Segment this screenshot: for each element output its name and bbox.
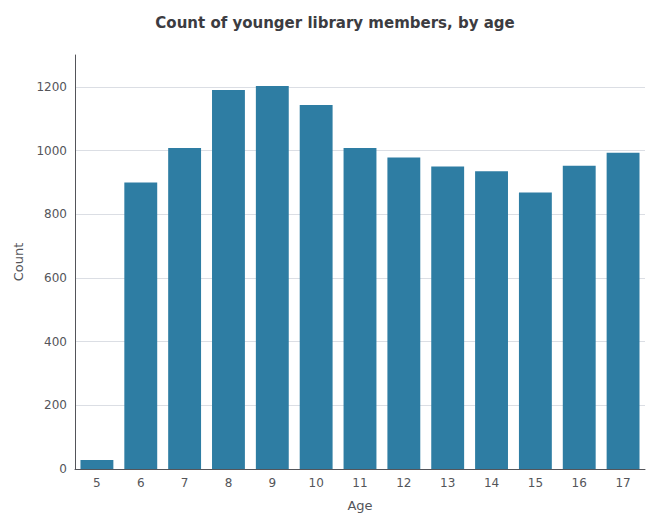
svg-text:1200: 1200	[36, 80, 67, 94]
svg-text:12: 12	[396, 476, 411, 490]
svg-text:9: 9	[268, 476, 276, 490]
svg-text:200: 200	[44, 398, 67, 412]
svg-text:11: 11	[352, 476, 367, 490]
svg-text:14: 14	[484, 476, 499, 490]
svg-text:16: 16	[572, 476, 587, 490]
svg-text:1000: 1000	[36, 144, 67, 158]
svg-text:15: 15	[528, 476, 543, 490]
svg-text:600: 600	[44, 271, 67, 285]
svg-text:13: 13	[440, 476, 455, 490]
svg-text:Count: Count	[11, 243, 26, 282]
svg-text:17: 17	[615, 476, 630, 490]
svg-text:800: 800	[44, 207, 67, 221]
svg-text:6: 6	[137, 476, 145, 490]
svg-text:10: 10	[309, 476, 324, 490]
svg-text:Count of younger library membe: Count of younger library members, by age	[155, 14, 514, 32]
svg-text:8: 8	[225, 476, 233, 490]
svg-text:400: 400	[44, 335, 67, 349]
svg-text:7: 7	[181, 476, 189, 490]
svg-text:0: 0	[59, 462, 67, 476]
svg-text:Age: Age	[347, 498, 372, 513]
svg-text:5: 5	[93, 476, 101, 490]
